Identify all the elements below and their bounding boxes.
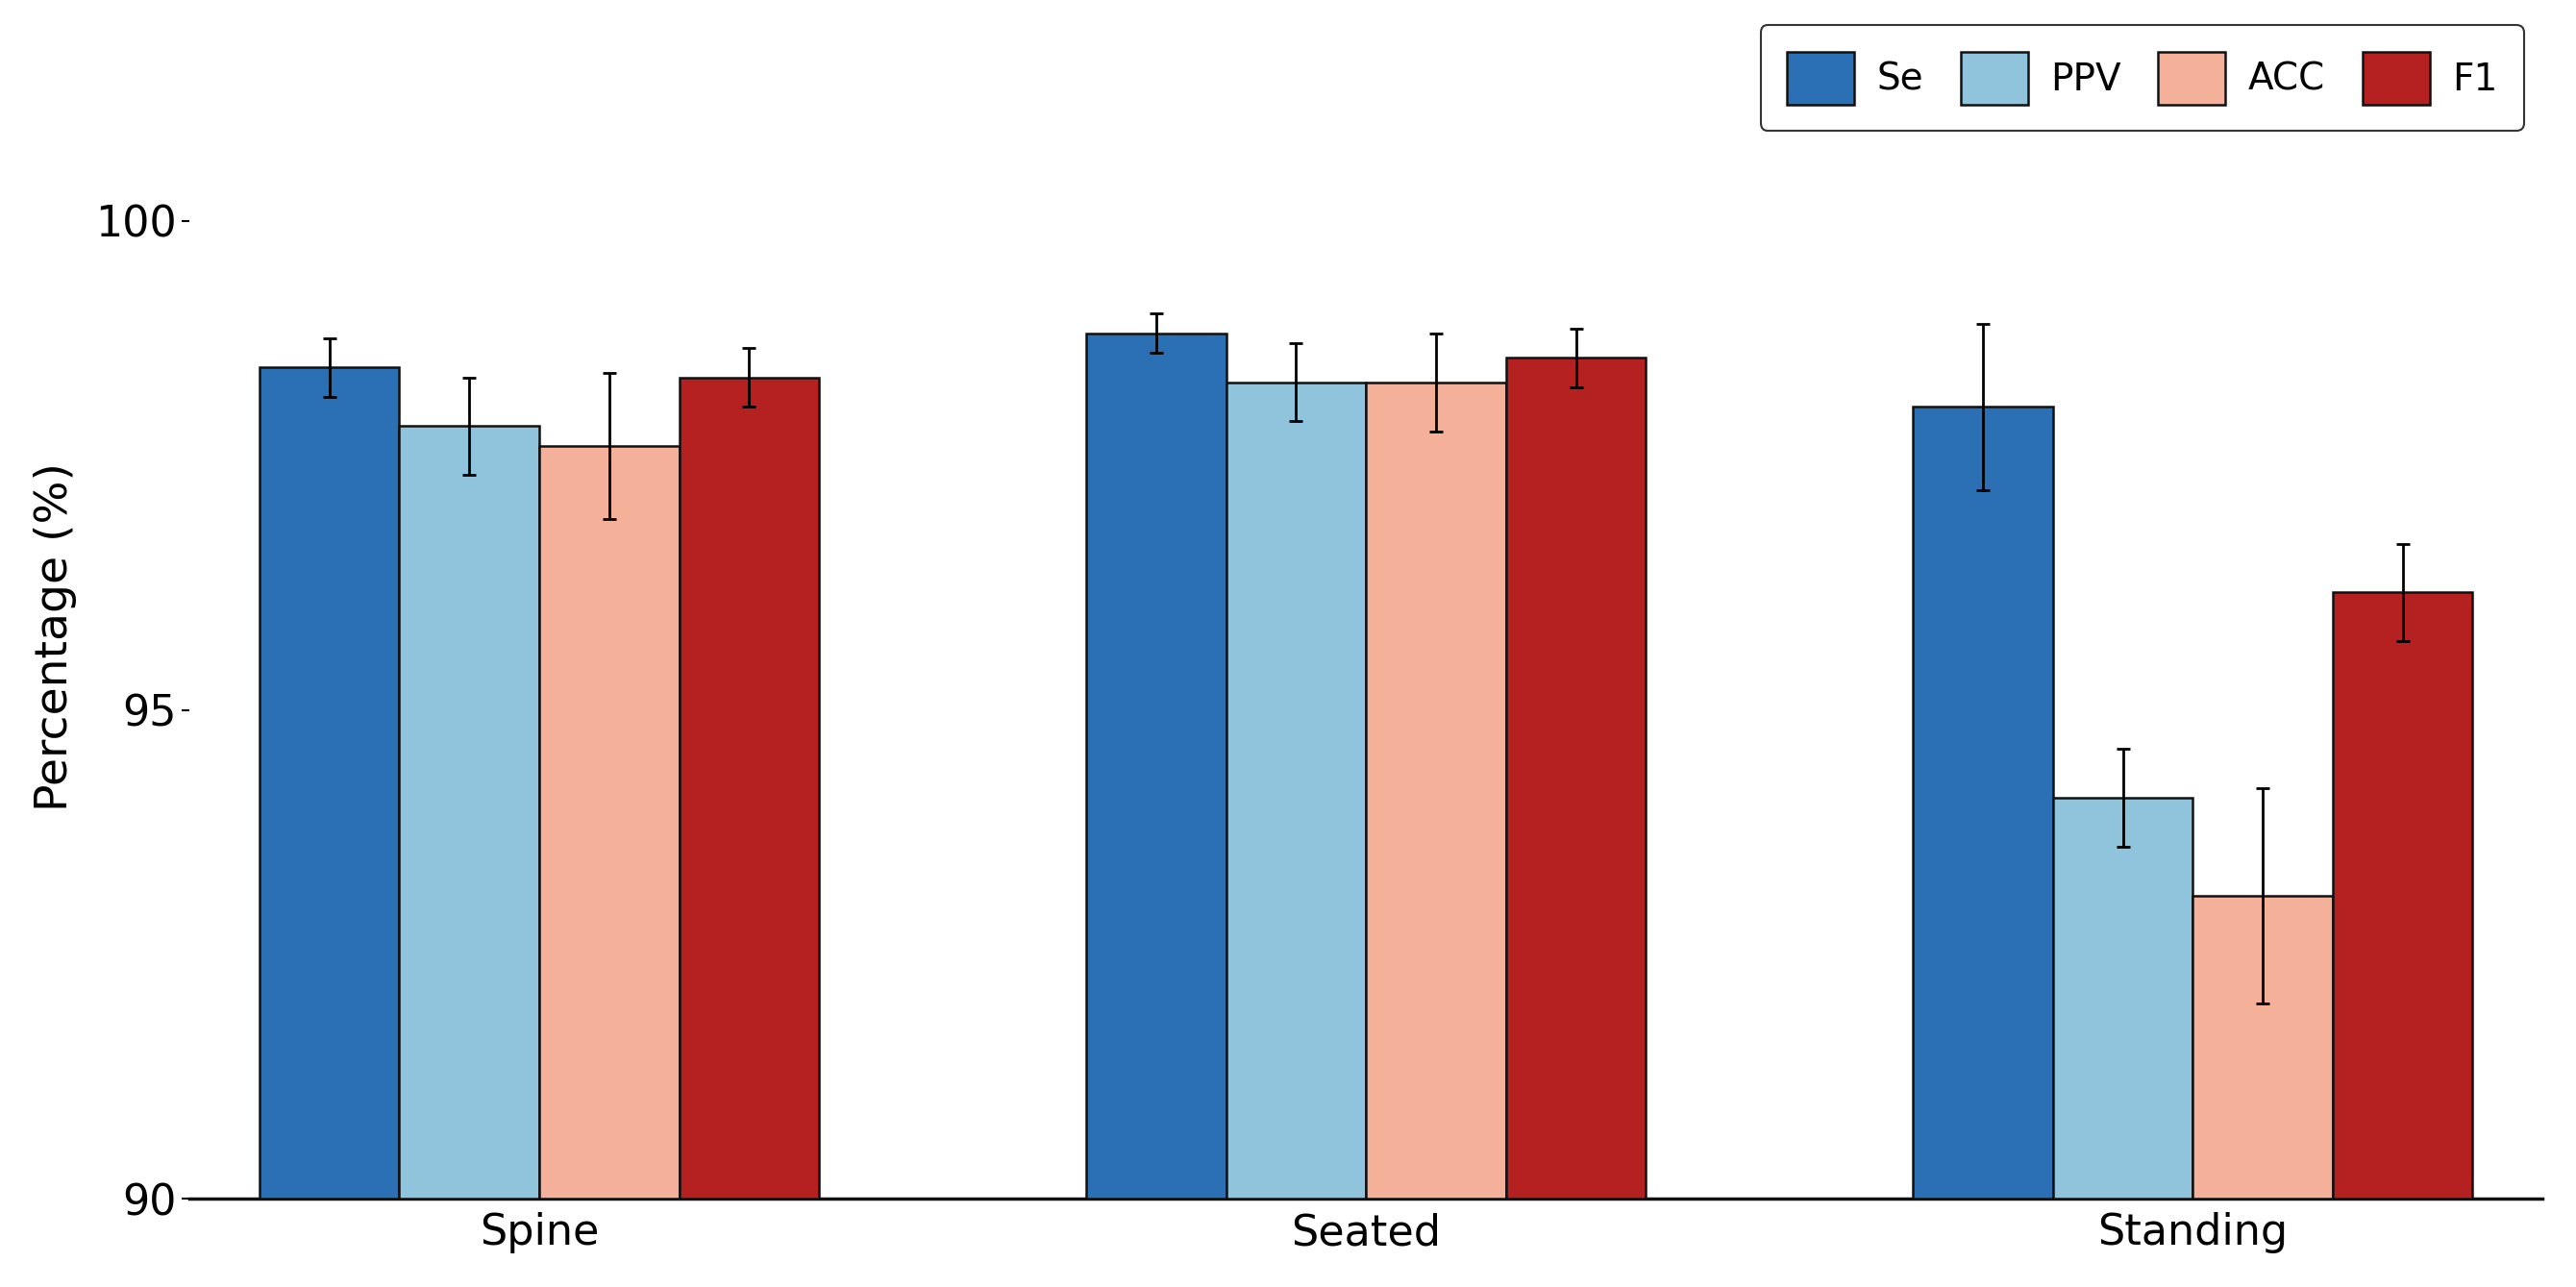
Bar (2053, 798, 2192, 1199)
Bar (1087, 333, 1226, 1199)
Bar (399, 426, 538, 1199)
Bar (1914, 407, 2053, 1199)
Bar (538, 445, 680, 1199)
Bar (680, 377, 819, 1199)
Legend: Se, PPV, ACC, F1: Se, PPV, ACC, F1 (1759, 26, 2524, 130)
Bar (2334, 592, 2473, 1199)
Y-axis label: Percentage (%): Percentage (%) (33, 462, 77, 811)
Bar (2192, 896, 2334, 1199)
Bar (1507, 358, 1646, 1199)
Bar (1226, 382, 1365, 1199)
Bar (1365, 382, 1507, 1199)
Bar (260, 368, 399, 1199)
